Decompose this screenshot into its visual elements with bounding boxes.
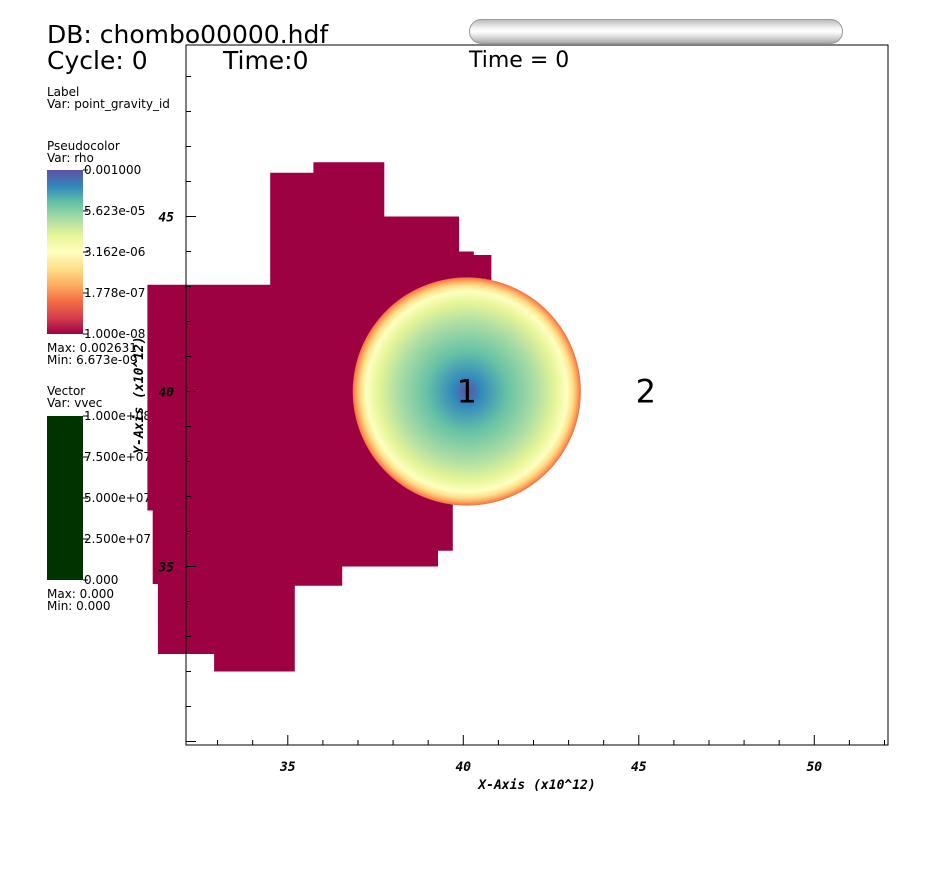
vector-tick-label: 2.500e+07 (84, 532, 151, 546)
pseudocolor-max: Max: 0.002631 (47, 341, 137, 355)
pseudocolor-tick-label: 1.000e-08 (84, 327, 145, 341)
pseudocolor-tick-label: 0.001000 (84, 163, 141, 177)
label-legend-var: Var: point_gravity_id (47, 97, 170, 111)
pseudocolor-tick-label: 1.778e-07 (84, 286, 145, 300)
y-tick-label: 35 (157, 561, 174, 576)
vector-tick-label: 1.000e+08 (84, 409, 151, 423)
x-tick-label: 35 (279, 760, 296, 775)
pseudocolor-tick-label: 5.623e-05 (84, 204, 145, 218)
vector-max: Max: 0.000 (47, 587, 115, 601)
y-axis-label: Y-Axis (x10^12) (132, 336, 147, 453)
density-sphere (352, 277, 581, 506)
db-label: DB: chombo00000.hdf (47, 20, 329, 49)
cycle-label: Cycle: 0 (47, 46, 148, 75)
plot-frame (185, 44, 889, 746)
vector-min: Min: 0.000 (47, 599, 111, 613)
pseudocolor-legend-var: Var: rho (47, 151, 94, 165)
pseudocolor-legend-title: Pseudocolor (47, 139, 120, 153)
x-tick-label: 45 (631, 760, 647, 775)
x-tick-label: 40 (455, 760, 471, 775)
x-axis-label: X-Axis (x10^12) (477, 778, 595, 793)
vector-tick-label: 0.000 (84, 573, 118, 587)
vector-tick-label: 7.500e+07 (84, 450, 151, 464)
vector-legend-var: Var: vvec (47, 396, 103, 410)
vector-tick-label: 5.000e+07 (84, 491, 151, 505)
point-label-2: 2 (636, 373, 656, 411)
domain-region (147, 162, 492, 672)
pseudocolor-min: Min: 6.673e-09 (47, 353, 138, 367)
vector-bar (47, 416, 83, 580)
y-tick-label: 45 (158, 211, 174, 226)
time-slider[interactable] (469, 19, 843, 44)
label-legend-title: Label (47, 85, 80, 99)
vector-legend-title: Vector (47, 384, 86, 398)
time-title: Time = 0 (469, 48, 570, 73)
y-tick-label: 40 (158, 386, 174, 401)
point-label-1: 1 (457, 373, 477, 411)
x-tick-label: 50 (806, 760, 822, 775)
time-label: Time:0 (223, 46, 309, 75)
pseudocolor-tick-label: 3.162e-06 (84, 245, 145, 259)
pseudocolor-bar (47, 170, 83, 334)
